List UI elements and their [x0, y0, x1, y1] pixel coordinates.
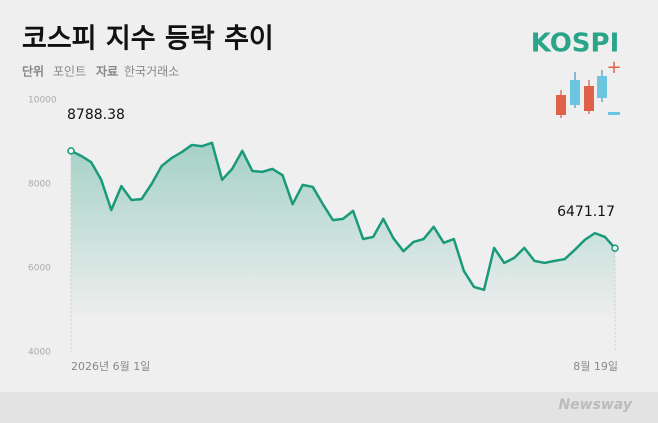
y-tick-label: 8000 [28, 180, 51, 190]
end-point [611, 244, 619, 252]
y-tick-label: 10000 [28, 96, 57, 106]
value-label: 8788.38 [67, 107, 125, 123]
brand: Newsway [558, 397, 632, 413]
y-tick-label: 4000 [28, 348, 51, 358]
footer-band [0, 392, 658, 423]
x-tick-label: 2026년 6월 1일 [71, 359, 150, 373]
unit: 포인트 [53, 65, 86, 79]
y-tick-label: 6000 [28, 264, 51, 274]
x-tick-label: 8월 19일 [573, 359, 618, 373]
chart-title: 코스피 지수 등락 추이 [22, 24, 274, 55]
source-label: 자료 [96, 64, 118, 79]
svg-text:+: + [606, 57, 621, 78]
source: 한국거래소 [124, 65, 179, 79]
unit-label: 단위 [22, 64, 44, 79]
area [71, 142, 615, 320]
line [70, 141, 616, 292]
logo-icon: + [556, 57, 622, 118]
value-label: 6471.17 [557, 204, 615, 220]
end-point [67, 147, 75, 155]
logo: KOSPI [531, 29, 620, 59]
